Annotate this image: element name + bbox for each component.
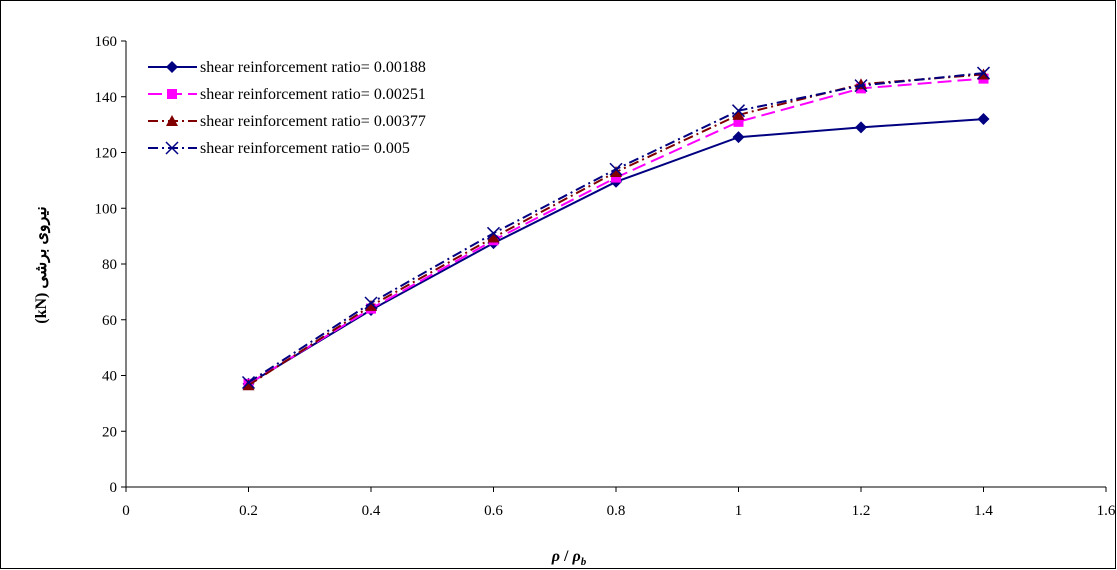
series-3-point (610, 166, 622, 178)
series-4-point (241, 375, 256, 389)
x-tick-label: 1 (735, 503, 743, 519)
x-tick-label: 0 (122, 503, 130, 519)
series-2-point (611, 172, 621, 183)
y-tick-label: 100 (95, 201, 118, 217)
y-axis-title: نیروی برشی (kN) (33, 206, 51, 324)
x-tick-label: 0.8 (607, 503, 626, 519)
x-tick-label: 1.6 (1097, 503, 1116, 519)
series-3-point (487, 231, 500, 243)
y-tick-label: 80 (102, 257, 117, 273)
y-tick-label: 20 (102, 424, 117, 440)
series-3-point (365, 299, 377, 311)
legend-swatch-marker (167, 89, 177, 99)
legend-swatch-marker (166, 61, 178, 73)
x-tick-label: 1.2 (852, 503, 871, 519)
axes: 0 20 40 60 80 100 120 140 160 0 0.2 0.4 0.6 0.8 1 1.2 1.… (95, 34, 1116, 519)
y-tick-label: 40 (102, 369, 117, 385)
legend-entry-4: shear reinforcement ratio= 0.005 (148, 140, 410, 157)
x-tick-label: 0.2 (239, 503, 258, 519)
series-3 (242, 68, 990, 391)
series-4-point (486, 226, 501, 240)
x-axis-title-separator: / (560, 548, 572, 565)
series-4-point (364, 296, 378, 310)
series-1-point (855, 121, 867, 134)
y-tick-label: 160 (95, 34, 118, 50)
series-2-point (733, 116, 744, 127)
legend-entry-3: shear reinforcement ratio= 0.00377 (148, 113, 426, 130)
series-1-point (977, 113, 990, 126)
series-1-point (732, 131, 745, 144)
legend-entry-2: shear reinforcement ratio= 0.00251 (148, 86, 426, 103)
series-1-line (247, 118, 984, 385)
legend-label: shear reinforcement ratio= 0.00377 (200, 113, 426, 130)
x-axis-title-rho: ρ (551, 548, 560, 565)
y-tick-label: 0 (110, 480, 118, 496)
x-tick-label: 0.6 (484, 503, 503, 519)
series-3-point (732, 108, 745, 120)
series-4-point (609, 162, 623, 176)
series-4-point (976, 66, 991, 80)
x-axis-title-rho-b: ρ (571, 548, 580, 565)
x-axis-title-subscript: b (581, 556, 587, 568)
series-4-point (854, 79, 868, 93)
x-tick-label: 1.4 (974, 503, 993, 519)
x-tick-label: 0.4 (362, 503, 381, 519)
series-3-point (242, 379, 255, 391)
legend-label: shear reinforcement ratio= 0.00188 (200, 59, 426, 76)
y-tick-label: 60 (102, 313, 117, 329)
legend-swatch-marker (166, 115, 178, 126)
legend-swatch-marker (165, 141, 179, 155)
y-tick-label: 120 (95, 146, 118, 162)
series-4 (241, 66, 991, 389)
legend-entry-1: shear reinforcement ratio= 0.00188 (148, 59, 426, 76)
x-axis-title: ρ / ρb (551, 548, 587, 568)
y-tick-label: 140 (95, 90, 118, 106)
legend-label: shear reinforcement ratio= 0.00251 (200, 86, 426, 103)
legend: shear reinforcement ratio= 0.00188 shear … (148, 59, 426, 157)
series-group (241, 66, 991, 391)
series-4-point (731, 104, 746, 118)
legend-label: shear reinforcement ratio= 0.005 (200, 140, 410, 157)
